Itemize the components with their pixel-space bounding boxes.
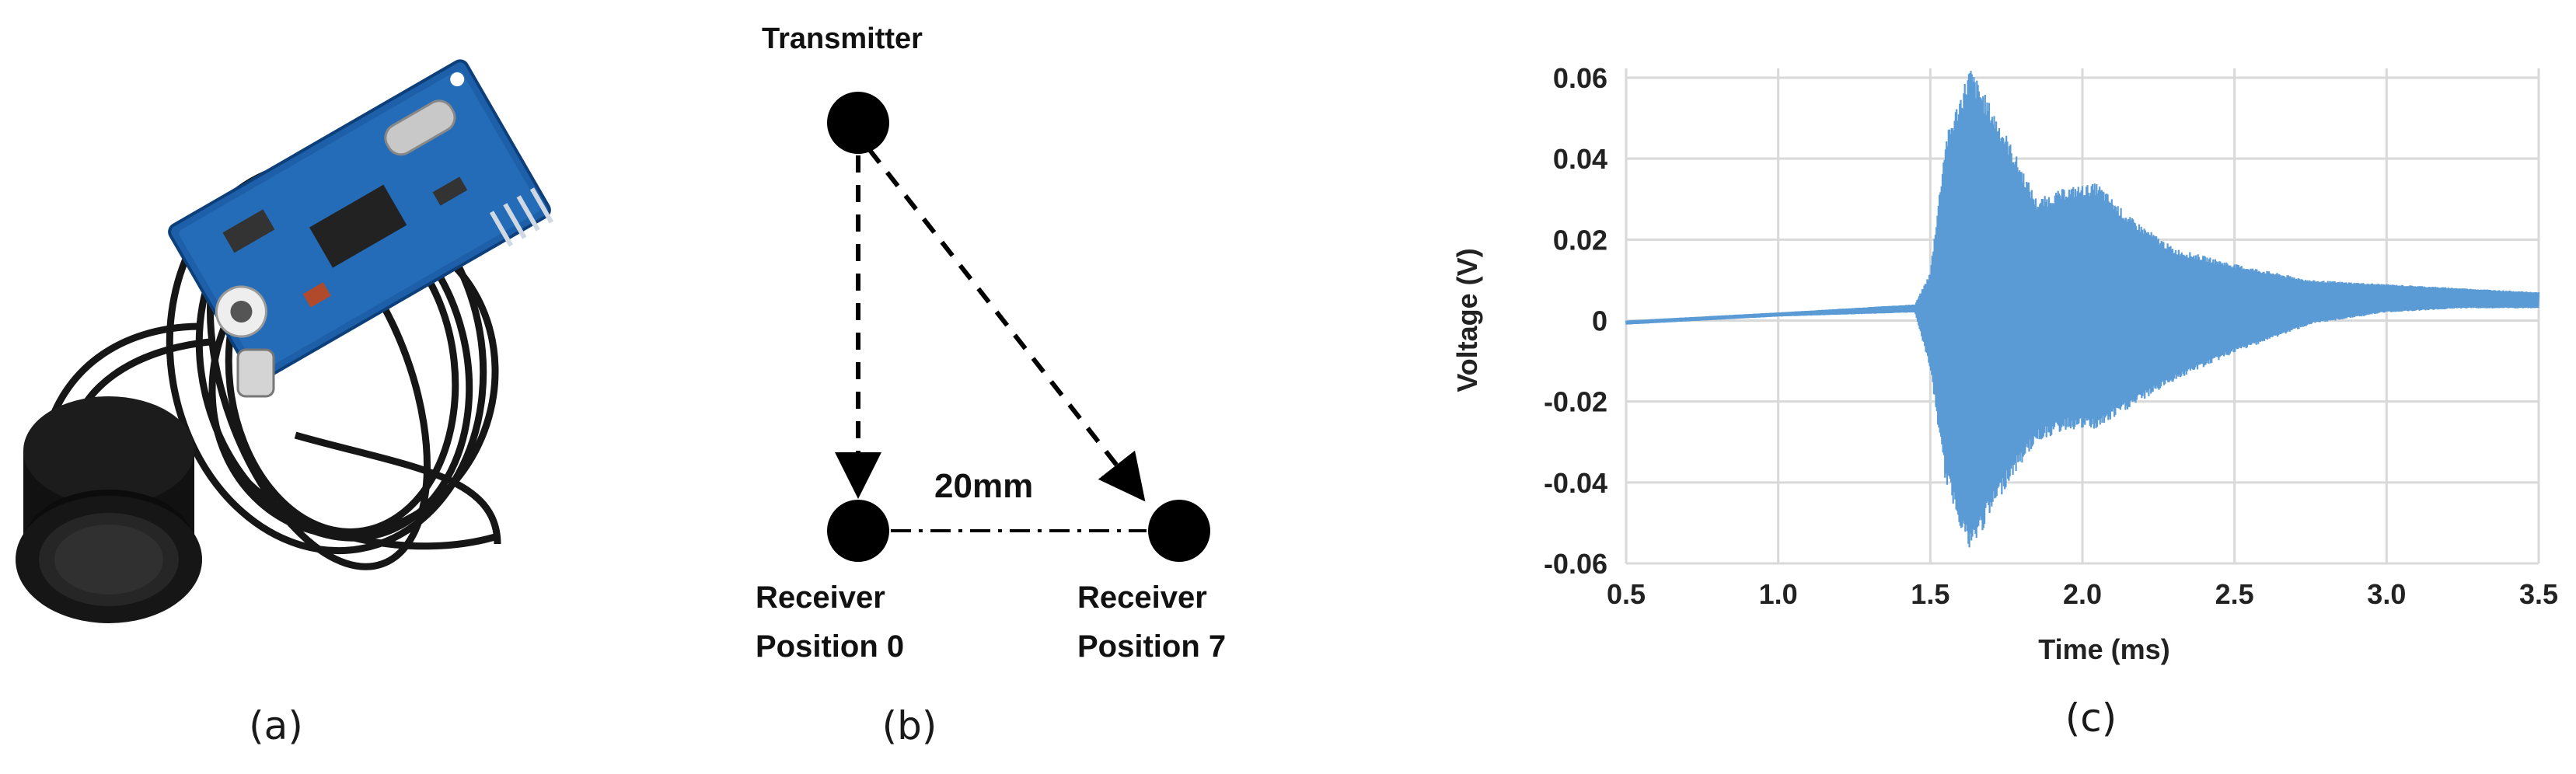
y-tick-label: 0.02 (1553, 224, 1607, 256)
caption-b: (b) (881, 703, 937, 748)
transducer (16, 396, 202, 623)
chart-ticks: 0.5 1.0 1.5 2.0 2.5 3.0 3.5 0.06 0.04 0.02 0 -0.02 -… (1544, 62, 2558, 610)
x-tick-label: 1.0 (1759, 578, 1798, 610)
x-tick-label: 1.5 (1911, 578, 1949, 610)
y-tick-label: -0.04 (1544, 467, 1607, 499)
transmitter-node (827, 92, 889, 154)
receiver-0-label-line2: Position 0 (756, 629, 904, 664)
voltage-signal-line (1625, 71, 2540, 548)
y-tick-label: 0 (1592, 305, 1607, 337)
receiver-7-label-line1: Receiver (1077, 580, 1207, 615)
x-tick-label: 2.0 (2063, 578, 2102, 610)
diagonal-path-arrow (867, 148, 1146, 502)
position-diagram: Transmitter 20mm Receiver Position 0 Rec… (756, 23, 1226, 664)
chart-series (1625, 71, 2540, 548)
panel-b: Transmitter 20mm Receiver Position 0 Rec… (700, 0, 1259, 774)
transmitter-label: Transmitter (762, 23, 923, 55)
x-tick-label: 2.5 (2215, 578, 2254, 610)
x-axis-label: Time (ms) (2038, 633, 2169, 665)
capacitor (236, 348, 275, 398)
sensor-photo (16, 59, 554, 623)
receiver-node-position-7 (1148, 500, 1210, 562)
receiver-node-position-0 (827, 500, 889, 562)
y-tick-label: 0.06 (1553, 62, 1607, 94)
panel-a: (a) (0, 0, 684, 774)
panel-c: 0.5 1.0 1.5 2.0 2.5 3.0 3.5 0.06 0.04 0.02 0 -0.02 -… (1430, 0, 2576, 774)
x-tick-label: 0.5 (1607, 578, 1646, 610)
receiver-0-label-line1: Receiver (756, 580, 885, 615)
distance-label: 20mm (934, 467, 1033, 505)
receiver-7-label-line2: Position 7 (1077, 629, 1226, 664)
y-axis-label: Voltage (V) (1451, 248, 1483, 392)
voltage-chart: 0.5 1.0 1.5 2.0 2.5 3.0 3.5 0.06 0.04 0.02 0 -0.02 -… (1451, 62, 2558, 665)
chart-grid (1625, 68, 2540, 565)
caption-a: (a) (249, 703, 303, 748)
y-tick-label: -0.02 (1544, 386, 1607, 418)
caption-c: (c) (2065, 696, 2117, 741)
x-tick-label: 3.0 (2367, 578, 2406, 610)
x-tick-label: 3.5 (2519, 578, 2558, 610)
y-tick-label: 0.04 (1553, 143, 1607, 175)
y-tick-label: -0.06 (1544, 548, 1607, 580)
circuit-board (168, 59, 554, 383)
